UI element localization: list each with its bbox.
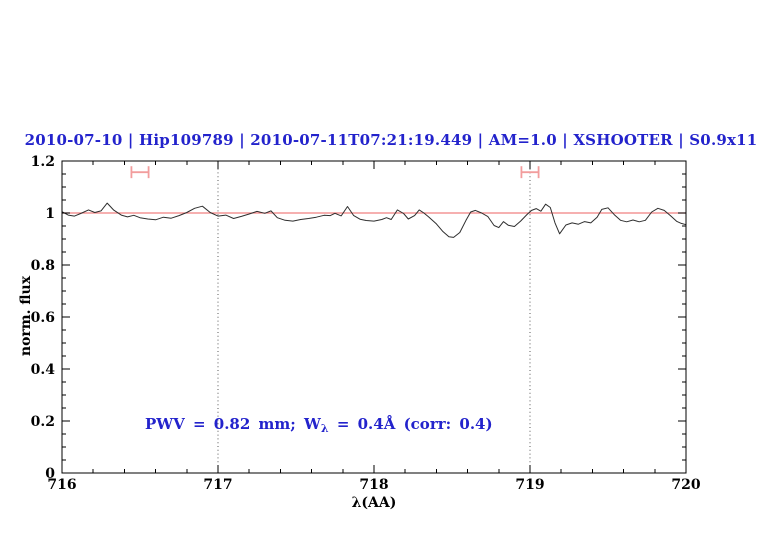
- x-tick-label: 717: [203, 477, 232, 493]
- y-tick-label: 1.2: [31, 154, 55, 170]
- x-tick-label: 716: [47, 477, 76, 493]
- plot-title: 2010-07-10 | Hip109789 | 2010-07-11T07:2…: [24, 131, 758, 149]
- y-tick-label: 1: [45, 206, 55, 222]
- y-tick-label: 0.8: [31, 258, 55, 274]
- pwv-annotation-text-2: = 0.4Å (corr: 0.4): [328, 415, 493, 433]
- y-tick-label: 0: [45, 466, 55, 482]
- y-tick-label: 0.2: [31, 414, 55, 430]
- y-tick-label: 0.6: [31, 310, 55, 326]
- x-tick-label: 720: [671, 477, 700, 493]
- y-axis-label: norm. flux: [18, 275, 34, 357]
- pwv-annotation-subscript: λ: [320, 422, 329, 435]
- x-tick-label: 719: [515, 477, 544, 493]
- y-tick-label: 0.4: [31, 362, 56, 378]
- x-axis-label: λ(AA): [351, 495, 397, 511]
- spectrum-line: [61, 202, 687, 238]
- x-tick-label: 718: [359, 477, 388, 493]
- pwv-annotation-text: PWV = 0.82 mm; W: [145, 415, 321, 433]
- pwv-annotation: PWV = 0.82 mm; Wλ = 0.4Å (corr: 0.4): [145, 415, 493, 435]
